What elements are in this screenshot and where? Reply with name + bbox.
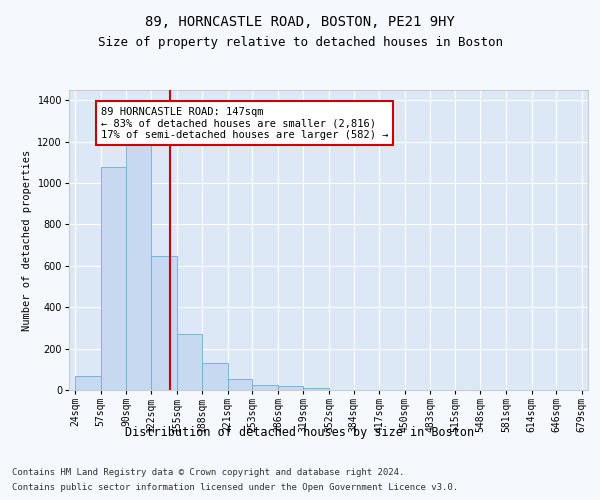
- Bar: [253, 385, 278, 390]
- Bar: [278, 386, 304, 390]
- Text: 89 HORNCASTLE ROAD: 147sqm
← 83% of detached houses are smaller (2,816)
17% of s: 89 HORNCASTLE ROAD: 147sqm ← 83% of deta…: [101, 106, 388, 140]
- Bar: [304, 388, 329, 390]
- Bar: [101, 166, 126, 390]
- Text: 89, HORNCASTLE ROAD, BOSTON, PE21 9HY: 89, HORNCASTLE ROAD, BOSTON, PE21 9HY: [145, 16, 455, 30]
- Bar: [75, 376, 101, 390]
- Bar: [202, 363, 227, 390]
- Text: Contains public sector information licensed under the Open Government Licence v3: Contains public sector information licen…: [12, 483, 458, 492]
- Y-axis label: Number of detached properties: Number of detached properties: [22, 150, 32, 330]
- Bar: [227, 378, 253, 390]
- Bar: [176, 334, 202, 390]
- Bar: [151, 256, 176, 390]
- Text: Size of property relative to detached houses in Boston: Size of property relative to detached ho…: [97, 36, 503, 49]
- Bar: [126, 117, 151, 390]
- Text: Contains HM Land Registry data © Crown copyright and database right 2024.: Contains HM Land Registry data © Crown c…: [12, 468, 404, 477]
- Text: Distribution of detached houses by size in Boston: Distribution of detached houses by size …: [125, 426, 475, 439]
